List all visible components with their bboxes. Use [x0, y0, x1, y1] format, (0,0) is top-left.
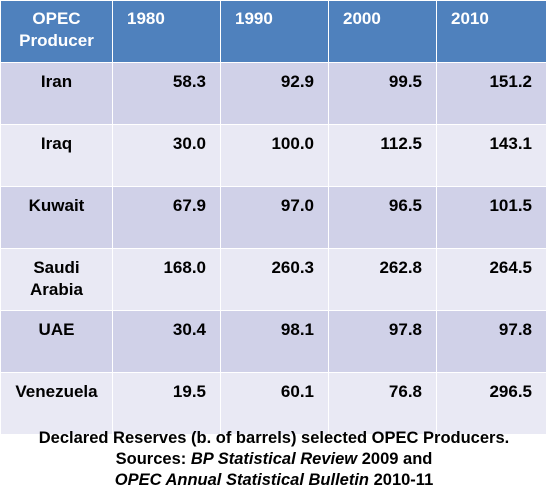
producer-name-line: Arabia	[30, 280, 83, 299]
value-1990: 92.9	[220, 62, 329, 125]
producer-name-line: Iraq	[40, 134, 73, 153]
table-row-iran: Iran 58.3 92.9 99.5 151.2	[0, 62, 547, 125]
producer-name: UAE	[0, 310, 113, 373]
value-2000: 112.5	[328, 124, 437, 187]
table-caption: Declared Reserves (b. of barrels) select…	[0, 428, 548, 491]
table-row-iraq: Iraq 30.0 100.0 112.5 143.1	[0, 124, 547, 187]
value-2000: 97.8	[328, 310, 437, 373]
value-1990: 60.1	[220, 372, 329, 435]
value-2010: 296.5	[436, 372, 547, 435]
value-1980: 67.9	[112, 186, 221, 249]
producer-name-line: Iran	[40, 72, 73, 91]
table-row-venezuela: Venezuela 19.5 60.1 76.8 296.5	[0, 372, 547, 435]
value-1990: 260.3	[220, 248, 329, 311]
value-2010: 264.5	[436, 248, 547, 311]
producer-name: Iraq	[0, 124, 113, 187]
value-2000: 99.5	[328, 62, 437, 125]
table-row-saudi-arabia: Saudi Arabia 168.0 260.3 262.8 264.5	[0, 248, 547, 311]
header-year-1980: 1980	[112, 0, 221, 63]
value-1980: 30.0	[112, 124, 221, 187]
value-2000: 262.8	[328, 248, 437, 311]
value-2010: 143.1	[436, 124, 547, 187]
caption-source-opec: OPEC Annual Statistical Bulletin	[114, 471, 370, 489]
table-row-kuwait: Kuwait 67.9 97.0 96.5 101.5	[0, 186, 547, 249]
value-1980: 19.5	[112, 372, 221, 435]
value-2010: 101.5	[436, 186, 547, 249]
header-producer: OPEC Producer	[0, 0, 113, 63]
header-year-1990: 1990	[220, 0, 329, 63]
value-2010: 151.2	[436, 62, 547, 125]
reserves-table: OPEC Producer 1980 1990 2000 2010 Iran 5…	[0, 0, 547, 435]
producer-name-line: Venezuela	[15, 382, 98, 401]
value-2010: 97.8	[436, 310, 547, 373]
value-2000: 76.8	[328, 372, 437, 435]
value-1980: 30.4	[112, 310, 221, 373]
header-year-2000: 2000	[328, 0, 437, 63]
producer-name: Iran	[0, 62, 113, 125]
caption-sources-label: Sources:	[115, 450, 191, 468]
caption-line-3: OPEC Annual Statistical Bulletin 2010-11	[0, 470, 548, 491]
value-1990: 98.1	[220, 310, 329, 373]
value-1980: 168.0	[112, 248, 221, 311]
header-producer-line2: Producer	[19, 31, 94, 50]
table-row-uae: UAE 30.4 98.1 97.8 97.8	[0, 310, 547, 373]
producer-name: Venezuela	[0, 372, 113, 435]
value-2000: 96.5	[328, 186, 437, 249]
caption-source-bp-year: 2009 and	[357, 450, 433, 468]
producer-name-line: Kuwait	[28, 196, 85, 215]
header-year-2010: 2010	[436, 0, 547, 63]
value-1990: 100.0	[220, 124, 329, 187]
caption-line-2: Sources: BP Statistical Review 2009 and	[0, 449, 548, 470]
producer-name-line: UAE	[38, 320, 75, 339]
value-1980: 58.3	[112, 62, 221, 125]
producer-name: Kuwait	[0, 186, 113, 249]
caption-source-bp: BP Statistical Review	[190, 450, 358, 468]
producer-name-line: Saudi	[33, 258, 80, 277]
caption-line-1: Declared Reserves (b. of barrels) select…	[38, 429, 510, 447]
header-producer-line1: OPEC	[32, 9, 81, 28]
caption-source-opec-year: 2010-11	[369, 471, 434, 489]
producer-name: Saudi Arabia	[0, 248, 113, 311]
table-header-row: OPEC Producer 1980 1990 2000 2010	[0, 0, 547, 63]
value-1990: 97.0	[220, 186, 329, 249]
